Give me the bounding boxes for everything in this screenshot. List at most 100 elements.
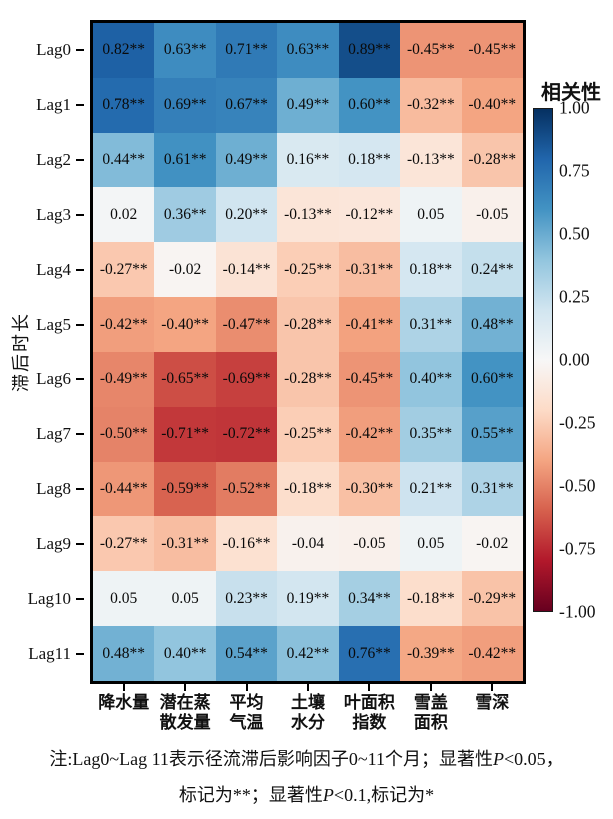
- heatmap-cell: -0.50**: [93, 406, 155, 462]
- colorbar-tick-label: -0.25: [559, 412, 596, 433]
- heatmap-cell: -0.27**: [93, 242, 155, 298]
- heatmap-cell: 0.20**: [215, 187, 278, 243]
- column-label: 雪深: [475, 693, 510, 712]
- column-label: 降水量: [98, 693, 150, 712]
- heatmap-cell: 0.55**: [461, 406, 523, 462]
- heatmap-cell: -0.05: [338, 516, 401, 572]
- heatmap-grid: 0.82** 0.63** 0.71** 0.63** 0.89** -0.45** -0.…: [90, 20, 526, 684]
- y-tick-mark: [76, 597, 84, 600]
- row-label: Lag0: [36, 40, 71, 60]
- row-label: Lag4: [36, 259, 71, 279]
- heatmap-cell: -0.14**: [215, 242, 278, 298]
- heatmap-cell: 0.40**: [154, 626, 216, 681]
- note-italic-p: P: [322, 785, 334, 805]
- heatmap-cell: -0.04: [277, 516, 339, 572]
- heatmap-cell: -0.32**: [400, 77, 462, 133]
- row-label: Lag8: [36, 479, 71, 499]
- heatmap-cell: 0.49**: [215, 132, 278, 188]
- y-tick-mark: [76, 104, 84, 107]
- y-tick-mark: [76, 488, 84, 491]
- heatmap-cell: 0.40**: [400, 351, 462, 407]
- heatmap-cell: 0.19**: [277, 571, 339, 627]
- note-italic-p: P: [492, 749, 504, 769]
- colorbar-tick-labels: 1.00 0.75 0.50 0.25 0.00 -0.25 -0.50 -0.75 -1.00: [559, 98, 613, 622]
- colorbar-tick-label: 0.75: [559, 160, 590, 181]
- y-tick-mark: [76, 433, 84, 436]
- heatmap-cell: -0.72**: [215, 406, 278, 462]
- heatmap-cell: -0.52**: [215, 461, 278, 517]
- heatmap-cell: 0.63**: [154, 23, 216, 78]
- heatmap-cell: 0.21**: [400, 461, 462, 517]
- heatmap-cell: 0.63**: [277, 23, 339, 78]
- heatmap-cell: -0.45**: [400, 23, 462, 78]
- heatmap-cell: 0.78**: [93, 77, 155, 133]
- colorbar-tick-label: 0.50: [559, 223, 590, 244]
- heatmap-cell: -0.29**: [461, 571, 523, 627]
- heatmap-cell: -0.28**: [277, 297, 339, 352]
- heatmap-cell: -0.18**: [400, 571, 462, 627]
- heatmap-cell: 0.05: [154, 571, 216, 627]
- heatmap-cell: 0.60**: [338, 77, 401, 133]
- heatmap-cell: 0.16**: [277, 132, 339, 188]
- row-label: Lag3: [36, 204, 71, 224]
- heatmap-cell: 0.61**: [154, 132, 216, 188]
- heatmap-cell: -0.13**: [400, 132, 462, 188]
- heatmap-cell: 0.49**: [277, 77, 339, 133]
- heatmap-cell: 0.89**: [338, 23, 401, 78]
- heatmap-cell: -0.25**: [277, 406, 339, 462]
- y-tick-mark: [76, 49, 84, 52]
- heatmap-cell: -0.39**: [400, 626, 462, 681]
- heatmap-cell: 0.34**: [338, 571, 401, 627]
- heatmap-cell: -0.71**: [154, 406, 216, 462]
- colorbar-tick-label: 0.25: [559, 286, 590, 307]
- heatmap-cell: -0.40**: [461, 77, 523, 133]
- heatmap-cell: 0.24**: [461, 242, 523, 298]
- heatmap-cell: -0.41**: [338, 297, 401, 352]
- heatmap-cell: 0.18**: [338, 132, 401, 188]
- note-text: <0.05，: [503, 749, 564, 769]
- row-label: Lag10: [27, 588, 71, 608]
- colorbar-tick-label: 1.00: [559, 97, 590, 118]
- figure-note-line-1: 注:Lag0~Lag 11表示径流滞后影响因子0~11个月；显著性P<0.05，: [0, 741, 613, 777]
- x-tick-mark: [429, 684, 432, 691]
- heatmap-cell: -0.13**: [277, 187, 339, 243]
- row-label: Lag11: [28, 643, 71, 663]
- heatmap-cell: 0.44**: [93, 132, 155, 188]
- y-tick-mark: [76, 159, 84, 162]
- x-tick-mark: [491, 684, 494, 691]
- row-label: Lag2: [36, 150, 71, 170]
- row-label: Lag5: [36, 314, 71, 334]
- heatmap-cell: -0.44**: [93, 461, 155, 517]
- heatmap-cell: -0.25**: [277, 242, 339, 298]
- note-text: 标记为**；显著性: [178, 785, 323, 805]
- figure-note: 注:Lag0~Lag 11表示径流滞后影响因子0~11个月；显著性P<0.05，…: [0, 741, 613, 813]
- heatmap-cell: 0.48**: [93, 626, 155, 681]
- heatmap-cell: -0.12**: [338, 187, 401, 243]
- x-axis-tick-labels: 降水量 潜在蒸 散发量 平均 气温 土壤 水分 叶面积 指数 雪盖 面积 雪深: [93, 693, 523, 737]
- y-tick-mark: [76, 542, 84, 545]
- heatmap-cell: -0.49**: [93, 351, 155, 407]
- heatmap-cell: -0.05: [461, 187, 523, 243]
- column-label: 叶面积 指数: [343, 693, 395, 732]
- heatmap-cell: -0.42**: [461, 626, 523, 681]
- heatmap-cell: -0.18**: [277, 461, 339, 517]
- heatmap-cell: -0.31**: [154, 516, 216, 572]
- heatmap-cell: -0.27**: [93, 516, 155, 572]
- heatmap-cell: -0.45**: [461, 23, 523, 78]
- colorbar-tick-label: -1.00: [559, 601, 596, 622]
- note-text: 注:Lag0~Lag 11表示径流滞后影响因子0~11个月；显著性: [49, 749, 493, 769]
- y-tick-mark: [76, 213, 84, 216]
- heatmap-cell: 0.82**: [93, 23, 155, 78]
- colorbar-title: 相关性: [541, 82, 601, 104]
- heatmap-cell: 0.31**: [461, 461, 523, 517]
- row-label: Lag9: [36, 533, 71, 553]
- heatmap-cell: 0.67**: [215, 77, 278, 133]
- colorbar-tick-label: -0.50: [559, 475, 596, 496]
- heatmap-cell: -0.30**: [338, 461, 401, 517]
- heatmap-cell: 0.35**: [400, 406, 462, 462]
- heatmap-cell: 0.71**: [215, 23, 278, 78]
- column-label: 雪盖 面积: [413, 693, 448, 732]
- heatmap-cell: 0.05: [400, 516, 462, 572]
- colorbar-gradient: [533, 108, 553, 612]
